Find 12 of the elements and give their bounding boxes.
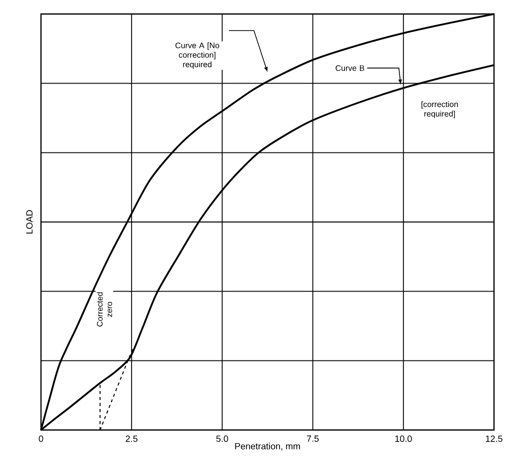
x-tick-label: 2.5: [126, 436, 138, 442]
y-axis-title: LOAD: [26, 210, 33, 234]
x-tick-label: 5.0: [216, 436, 228, 442]
annotation: Corrected zero: [96, 292, 112, 327]
x-tick-label: 10.0: [395, 436, 412, 442]
annotation: Curve A [No correction] required: [175, 42, 220, 69]
x-axis-title: Penetration, mm: [235, 442, 300, 450]
annotation: [correction required]: [422, 101, 458, 118]
x-tick-label: 7.5: [307, 436, 319, 442]
x-tick-label: 12.5: [486, 436, 502, 442]
annotation: Curve B: [336, 65, 364, 71]
x-tick-label: 0: [38, 436, 44, 442]
